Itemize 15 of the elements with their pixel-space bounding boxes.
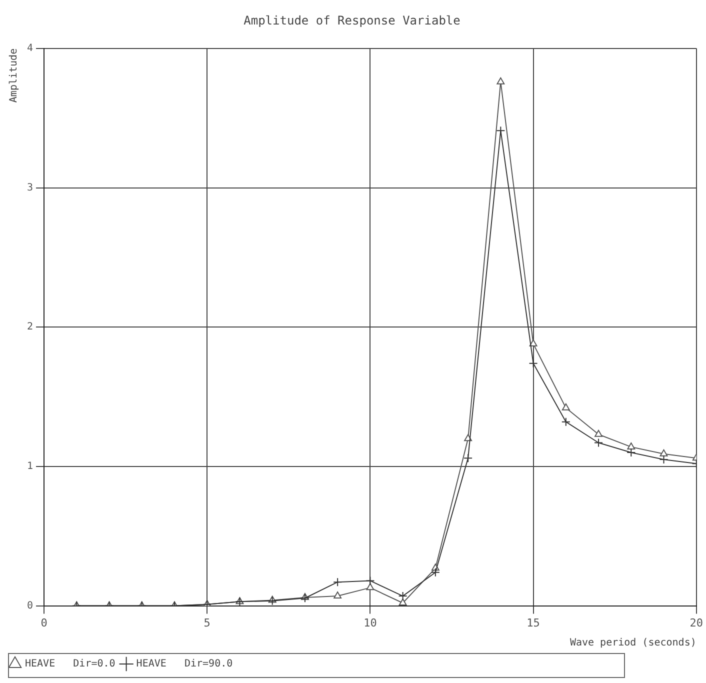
y-tick-label: 3 <box>26 182 34 194</box>
legend-label: HEAVE Dir=0.0 <box>25 658 116 670</box>
y-tick-label: 1 <box>26 461 34 472</box>
x-tick-label: 20 <box>690 616 703 630</box>
x-tick-label: 0 <box>40 616 48 630</box>
x-axis-title: Wave period (seconds) <box>570 638 696 649</box>
x-tick-label: 5 <box>204 616 210 630</box>
chart-title: Amplitude of Response Variable <box>244 13 460 28</box>
x-tick-label: 15 <box>526 616 540 630</box>
legend-label: HEAVE Dir=90.0 <box>136 658 233 670</box>
x-tick-label: 10 <box>364 616 377 630</box>
y-tick-label: 2 <box>26 322 34 333</box>
y-tick-label: 4 <box>26 42 34 54</box>
y-axis-title: Amplitude <box>8 48 20 103</box>
y-tick-label: 0 <box>26 600 34 612</box>
